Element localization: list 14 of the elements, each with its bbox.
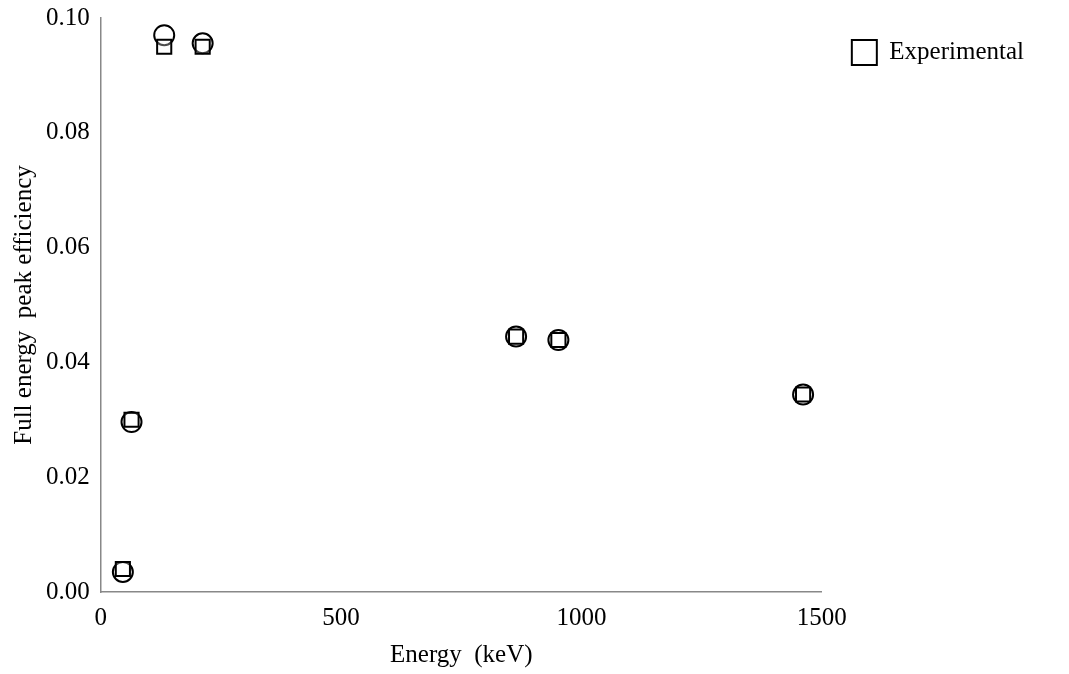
y-tick-label: 0.10 (46, 2, 90, 30)
y-tick-label: 0.02 (46, 461, 90, 489)
point (156, 38, 173, 55)
y-tick-label: 0.08 (46, 117, 90, 145)
legend-label: Experimental (889, 37, 1025, 65)
y-tick-label: 0.04 (46, 346, 91, 374)
x-axis-title: Energy (keV) (390, 639, 533, 668)
x-tick-label: 1000 (556, 602, 607, 630)
x-tick-label: 1500 (796, 602, 847, 630)
y-axis-title: Full energy peak efficiency (8, 164, 36, 445)
x-tick-label: 0 (94, 602, 107, 630)
y-tick-label: 0.06 (46, 232, 90, 260)
x-tick-label: 500 (322, 602, 360, 630)
y-tick-label: 0.00 (46, 576, 90, 604)
